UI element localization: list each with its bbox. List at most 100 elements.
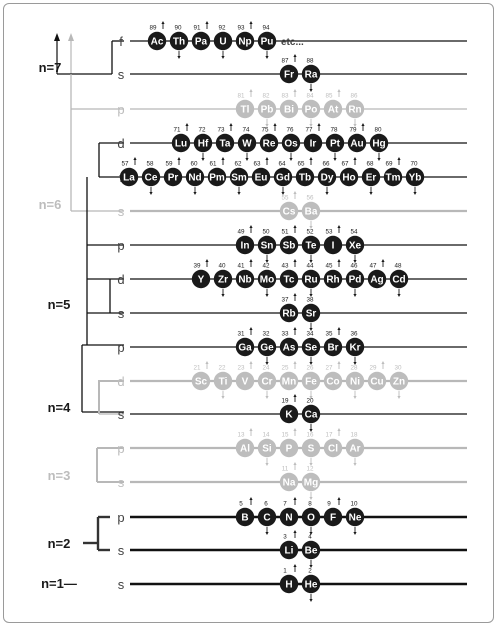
element-circle: He 2 <box>301 568 321 602</box>
element-disc <box>323 371 343 391</box>
element-circle: Te 52 <box>301 229 321 263</box>
element-symbol: Ta <box>220 139 231 150</box>
element-symbol: Cs <box>283 207 296 218</box>
element-symbol: Th <box>173 37 185 48</box>
subshell-label: p <box>117 102 124 117</box>
element-disc <box>301 269 321 289</box>
element-symbol: Ga <box>238 343 252 354</box>
element-circle: Rh 45 <box>323 259 343 289</box>
element-circle: Er 68 <box>361 161 381 195</box>
element-disc <box>279 540 299 560</box>
element-circle: Pm 61 <box>207 157 227 187</box>
element-symbol: Kr <box>349 343 360 354</box>
element-symbol: Ra <box>305 70 318 81</box>
atomic-number: 66 <box>322 161 330 168</box>
element-disc <box>237 133 257 153</box>
element-symbol: Al <box>240 444 250 455</box>
atomic-number: 8 <box>308 501 312 508</box>
element-circle: Pt 78 <box>325 127 345 161</box>
atomic-number: 73 <box>217 127 225 134</box>
element-circle: Ar 18 <box>345 432 365 466</box>
element-disc <box>369 133 389 153</box>
element-circle: Pu 94 <box>257 25 277 59</box>
atomic-number: 47 <box>369 263 377 270</box>
atomic-number: 49 <box>237 229 245 236</box>
element-disc <box>257 31 277 51</box>
element-circle: Ir 77 <box>303 123 323 153</box>
subshell-label: s <box>118 475 125 490</box>
element-disc <box>301 438 321 458</box>
atomic-number: 46 <box>350 263 358 270</box>
element-disc <box>251 167 271 187</box>
atomic-number: 77 <box>305 127 313 134</box>
element-circle: Br 35 <box>323 327 343 357</box>
element-disc <box>323 438 343 458</box>
element-disc <box>301 507 321 527</box>
element-circle: Co 27 <box>323 361 343 391</box>
element-circle: Ge 32 <box>257 331 277 365</box>
shell-label: n=4 <box>48 400 72 415</box>
atomic-number: 7 <box>283 501 287 508</box>
atomic-number: 18 <box>350 432 358 439</box>
atomic-number: 20 <box>306 398 314 405</box>
atomic-number: 5 <box>239 501 243 508</box>
element-circle: Po 84 <box>301 93 321 127</box>
shell-label: n=1— <box>41 576 77 591</box>
element-circle: Ti 22 <box>213 365 233 399</box>
element-disc <box>345 438 365 458</box>
element-disc <box>323 235 343 255</box>
atomic-number: 24 <box>262 365 270 372</box>
element-circle: Ag 47 <box>367 259 387 289</box>
element-disc <box>235 269 255 289</box>
element-symbol: Se <box>305 343 318 354</box>
atomic-number: 29 <box>369 365 377 372</box>
element-symbol: W <box>242 139 252 150</box>
element-circle: At 85 <box>323 89 343 119</box>
element-symbol: V <box>242 377 249 388</box>
orbital-row: s Cs 55 Ba 56 <box>118 191 467 229</box>
atomic-number: 3 <box>283 534 287 541</box>
element-circle: F9 <box>323 497 343 527</box>
atomic-number: 2 <box>308 568 312 575</box>
atomic-number: 16 <box>306 432 314 439</box>
atomic-number: 11 <box>282 466 289 473</box>
element-circle: V 23 <box>235 361 255 391</box>
element-symbol: Cr <box>261 377 272 388</box>
atomic-number: 19 <box>281 398 289 405</box>
orbital-row: p Tl 81 Pb 82 Bi 83 Po 84 At 85 Rn 86 <box>117 89 467 127</box>
element-symbol: Gd <box>276 173 290 184</box>
element-symbol: Ca <box>305 410 318 421</box>
atomic-number: 13 <box>237 432 245 439</box>
element-symbol: Hg <box>372 139 385 150</box>
element-disc <box>345 507 365 527</box>
element-circle: Zn 30 <box>389 365 409 399</box>
atomic-number: 87 <box>281 58 289 65</box>
element-disc <box>389 269 409 289</box>
element-disc <box>301 337 321 357</box>
element-disc <box>191 31 211 51</box>
element-circle: Cs 55 <box>279 191 299 221</box>
shell-label: n=5 <box>48 297 71 312</box>
element-disc <box>345 371 365 391</box>
element-symbol: N <box>285 513 292 524</box>
element-circle: Sm 62 <box>229 161 249 195</box>
atomic-number: 62 <box>234 161 242 168</box>
element-disc <box>257 337 277 357</box>
atomic-number: 88 <box>306 58 314 65</box>
atomic-number: 56 <box>306 195 314 202</box>
element-circle: Ne 10 <box>345 501 365 535</box>
atomic-number: 26 <box>306 365 314 372</box>
element-symbol: Re <box>263 139 276 150</box>
element-circle: Ho 67 <box>339 157 359 187</box>
element-symbol: Ac <box>151 37 164 48</box>
element-circle: Mo 42 <box>257 263 277 297</box>
element-symbol: Tl <box>241 105 250 116</box>
element-symbol: Pm <box>209 173 225 184</box>
element-circle: Cr 24 <box>257 365 277 399</box>
atomic-number: 74 <box>242 127 250 134</box>
element-symbol: Pd <box>349 275 362 286</box>
shell-label: n=7 <box>39 60 62 75</box>
element-disc <box>259 133 279 153</box>
atomic-number: 28 <box>350 365 358 372</box>
element-circle: Ni 28 <box>345 365 365 399</box>
